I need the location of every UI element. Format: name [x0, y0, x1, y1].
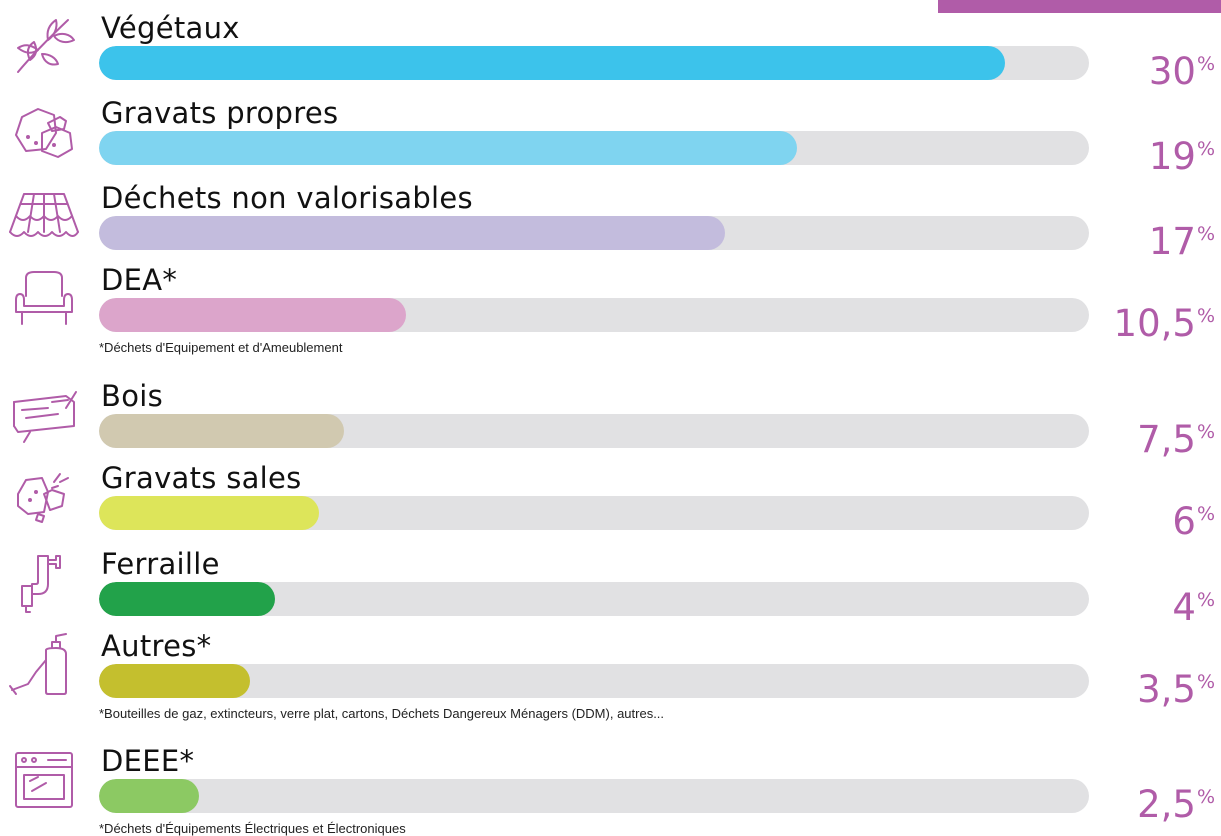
value-number: 19: [1148, 135, 1196, 178]
value-label: 10,5%: [1075, 296, 1215, 344]
bar-track: [99, 779, 1089, 813]
category-label: Gravats propres: [101, 96, 339, 130]
value-label: 17%: [1075, 214, 1215, 262]
header-tab-decoration: [938, 0, 1221, 13]
bar-row: Ferraille 4%: [0, 546, 1221, 628]
value-label: 3,5%: [1075, 662, 1215, 710]
category-label: Déchets non valorisables: [101, 181, 473, 215]
percent-sign: %: [1196, 223, 1215, 245]
category-label: DEA*: [101, 263, 178, 297]
value-number: 7,5: [1137, 418, 1196, 461]
value-label: 4%: [1075, 580, 1215, 628]
category-label: Ferraille: [101, 547, 220, 581]
value-label: 30%: [1075, 44, 1215, 92]
bar-fill: [99, 496, 319, 530]
category-label: Autres*: [101, 629, 212, 663]
oven-icon: [8, 747, 80, 809]
bar-fill: [99, 582, 275, 616]
category-label: Bois: [101, 379, 164, 413]
pipe-icon: [8, 550, 80, 613]
bar-track: [99, 496, 1089, 530]
percent-sign: %: [1196, 138, 1215, 160]
bar-row: Végétaux 30%: [0, 10, 1221, 92]
percent-sign: %: [1196, 421, 1215, 443]
value-label: 6%: [1075, 494, 1215, 542]
value-label: 19%: [1075, 129, 1215, 177]
bar-track: [99, 46, 1089, 80]
bar-fill: [99, 664, 250, 698]
bar-row: Autres* 3,5% *Bouteilles de gaz, extincteu…: [0, 628, 1221, 721]
bar-track: [99, 216, 1089, 250]
value-label: 7,5%: [1075, 412, 1215, 460]
dirty-rubble-icon: [8, 464, 80, 526]
value-number: 10,5: [1113, 302, 1196, 345]
percent-sign: %: [1196, 503, 1215, 525]
value-number: 6: [1172, 500, 1196, 543]
bar-track: [99, 414, 1089, 448]
bar-fill: [99, 298, 406, 332]
footnote: *Déchets d'Equipement et d'Ameublement: [99, 340, 343, 355]
bar-row: Gravats sales 6%: [0, 460, 1221, 542]
bar-row: DEEE* 2,5% *Déchets d'Équipements Électriq…: [0, 743, 1221, 836]
bar-fill: [99, 414, 344, 448]
percent-sign: %: [1196, 305, 1215, 327]
wood-log-icon: [8, 382, 80, 444]
bar-fill: [99, 131, 797, 165]
category-label: DEEE*: [101, 744, 195, 778]
value-number: 30: [1148, 50, 1196, 93]
bar-row: Bois 7,5%: [0, 378, 1221, 460]
fire-extinguisher-icon: [8, 632, 80, 695]
bar-fill: [99, 779, 199, 813]
category-label: Végétaux: [101, 11, 240, 45]
rocks-icon: [8, 99, 80, 161]
bar-track: [99, 664, 1089, 698]
percent-sign: %: [1196, 671, 1215, 693]
branch-leaves-icon: [8, 14, 80, 76]
roof-tiles-icon: [8, 184, 80, 246]
bar-row: DEA* 10,5% *Déchets d'Equipement et d'Ameu…: [0, 262, 1221, 355]
value-number: 3,5: [1137, 668, 1196, 711]
bar-track: [99, 298, 1089, 332]
category-label: Gravats sales: [101, 461, 302, 495]
value-number: 17: [1148, 220, 1196, 263]
bar-row: Gravats propres 19%: [0, 95, 1221, 177]
percent-sign: %: [1196, 786, 1215, 808]
bar-fill: [99, 216, 725, 250]
armchair-icon: [8, 266, 80, 328]
footnote: *Déchets d'Équipements Électriques et Él…: [99, 821, 406, 836]
value-label: 2,5%: [1075, 777, 1215, 825]
bar-row: Déchets non valorisables 17%: [0, 180, 1221, 262]
footnote: *Bouteilles de gaz, extincteurs, verre p…: [99, 706, 665, 721]
bar-track: [99, 582, 1089, 616]
value-number: 2,5: [1137, 783, 1196, 826]
bar-fill: [99, 46, 1005, 80]
bar-track: [99, 131, 1089, 165]
percent-sign: %: [1196, 53, 1215, 75]
value-number: 4: [1172, 586, 1196, 629]
percent-sign: %: [1196, 589, 1215, 611]
